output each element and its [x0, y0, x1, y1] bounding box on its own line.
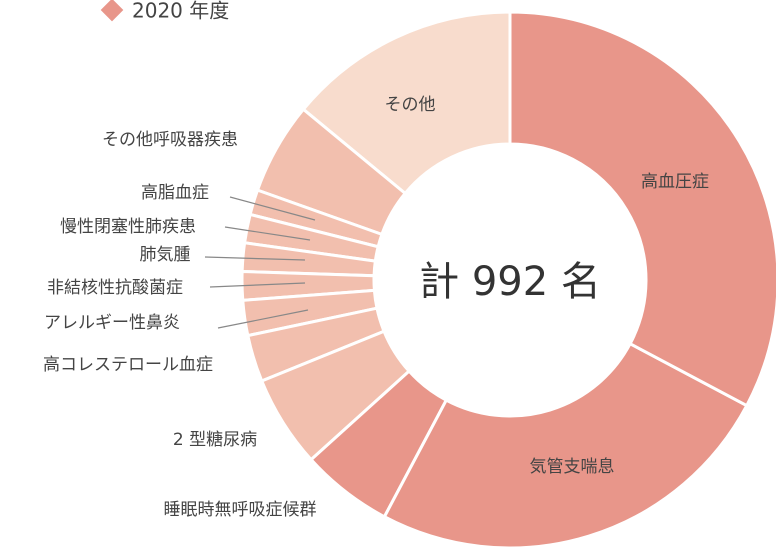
slice-label: 睡眠時無呼吸症候群 — [164, 500, 317, 520]
center-label: 計 992 名 — [419, 259, 601, 305]
leader-line — [224, 226, 311, 241]
leader-line — [209, 282, 306, 288]
slice-label: 高脂血症 — [141, 183, 209, 203]
leader-line — [204, 256, 306, 261]
leader-line — [229, 196, 316, 221]
leader-line — [217, 309, 309, 329]
slice — [382, 341, 749, 547]
slice-label: その他呼吸器疾患 — [102, 130, 238, 150]
slice — [301, 10, 512, 196]
slice-label: 2 型糖尿病 — [173, 430, 257, 450]
legend-label: 2020 年度 — [132, 0, 229, 23]
legend-marker — [100, 0, 124, 22]
slice-label: 高血圧症 — [641, 172, 709, 192]
slice-label: 気管支喘息 — [530, 457, 615, 477]
slice-label: 高コレステロール血症 — [43, 355, 213, 375]
slice — [508, 10, 776, 408]
slice-label: 肺気腫 — [140, 245, 191, 265]
slice — [241, 288, 379, 338]
slice — [259, 329, 412, 462]
slice-label: その他 — [385, 95, 436, 115]
slice — [309, 369, 449, 519]
slice — [246, 306, 386, 383]
slice-label: 慢性閉塞性肺疾患 — [60, 216, 196, 237]
slice-label: アレルギー性鼻炎 — [44, 313, 180, 333]
slice-label: 非結核性抗酸菌症 — [47, 278, 183, 298]
